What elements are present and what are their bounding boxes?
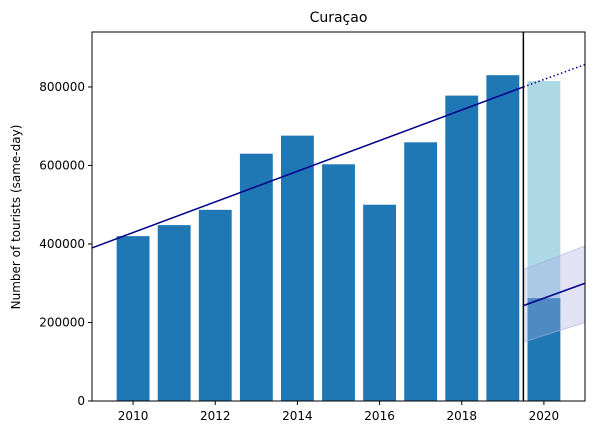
- plot-area: [91, 32, 586, 402]
- plot-frame: [91, 31, 586, 402]
- y-axis-ticks: 0 200000 400000 600000 800000: [39, 80, 92, 408]
- trend-line-projection: [523, 63, 586, 88]
- chart-title: Curaçao: [310, 10, 368, 26]
- y-tick-label: 400000: [39, 237, 85, 251]
- x-tick-label: 2018: [446, 409, 477, 423]
- trend-line-pre: [91, 86, 524, 249]
- y-tick-label: 0: [77, 394, 85, 408]
- y-axis-label: Number of tourists (same-day): [9, 125, 23, 310]
- x-tick-label: 2012: [200, 409, 231, 423]
- bar-actual: [198, 209, 232, 401]
- x-tick-label: 2016: [364, 409, 395, 423]
- y-tick-label: 200000: [39, 315, 85, 329]
- x-axis-ticks: 2010 2012 2014 2016 2018 2020: [118, 401, 559, 423]
- bar-actual: [363, 204, 397, 401]
- bar-actual: [239, 153, 273, 401]
- x-tick-label: 2014: [282, 409, 313, 423]
- bar-actual: [445, 95, 479, 401]
- y-tick-label: 800000: [39, 80, 85, 94]
- bar-actual: [322, 164, 355, 401]
- x-tick-label: 2020: [529, 409, 560, 423]
- bar-actual: [157, 225, 191, 401]
- y-tick-label: 600000: [39, 158, 85, 172]
- trend-line-post: [523, 282, 586, 307]
- bar-actual: [116, 236, 150, 401]
- bar-actual-post: [527, 298, 561, 401]
- bar-actual: [280, 135, 314, 402]
- x-tick-label: 2010: [118, 409, 149, 423]
- bar-actual: [486, 75, 520, 402]
- bar-actual: [404, 142, 438, 402]
